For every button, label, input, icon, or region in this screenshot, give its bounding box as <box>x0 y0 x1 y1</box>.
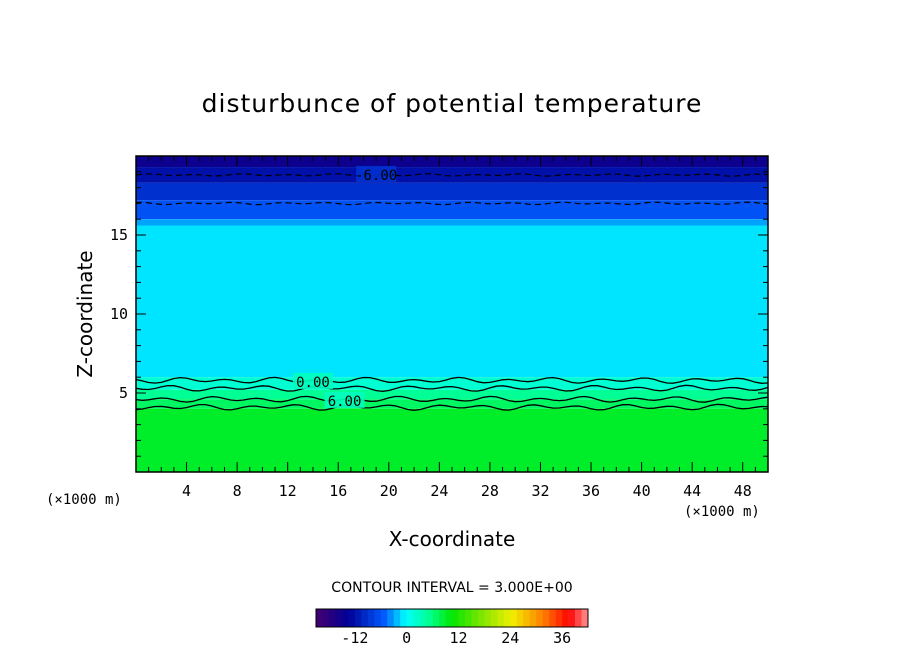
x-tick-label: 48 <box>734 482 752 500</box>
contour-lines: -6.00 0.00 6.00 <box>135 165 769 411</box>
x-tick-label: 12 <box>279 482 297 500</box>
chart-title: disturbunce of potential temperature <box>202 89 703 118</box>
colorbar-swatch <box>322 609 330 627</box>
colorbar-swatch <box>452 609 459 627</box>
field-band <box>136 219 768 226</box>
colorbar-swatch <box>419 609 427 627</box>
colorbar-swatch <box>562 609 569 627</box>
x-tick-label: 28 <box>481 482 499 500</box>
colorbar-swatch <box>581 609 589 627</box>
colorbar-swatch <box>490 609 498 627</box>
x-tick-label: 40 <box>633 482 651 500</box>
colorbar-swatch <box>529 609 537 627</box>
contour-line <box>136 201 769 206</box>
colorbar-swatch <box>426 609 433 627</box>
contour-label-bg <box>292 372 333 389</box>
colorbar-tick-label: 0 <box>402 629 411 647</box>
x-tick-label: 20 <box>380 482 398 500</box>
colorbar-swatch <box>341 609 349 627</box>
contour-interval-label: CONTOUR INTERVAL = 3.000E+00 <box>331 580 572 596</box>
colorbar-tick-label: 36 <box>553 629 571 647</box>
field-band <box>136 200 768 220</box>
colorbar-swatch <box>406 609 414 627</box>
colorbar-swatch <box>542 609 550 627</box>
colorbar-swatch <box>464 609 472 627</box>
contour-line <box>135 384 769 392</box>
y-tick-label: 5 <box>119 384 128 402</box>
y-tick-label: 15 <box>110 226 128 244</box>
colorbar-swatch <box>503 609 511 627</box>
colorbar-swatch <box>549 609 556 627</box>
colorbar-swatch <box>536 609 543 627</box>
colorbar-swatch <box>445 609 453 627</box>
colorbar-swatch <box>432 609 440 627</box>
colorbar-swatch <box>374 609 382 627</box>
field-band <box>136 408 768 472</box>
colorbar-swatch <box>510 609 518 627</box>
colorbar-tick-label: 12 <box>449 629 467 647</box>
colorbar: -12 0 12 24 36 <box>315 608 589 647</box>
contour-line <box>135 376 769 384</box>
y-axis-label: Z-coordinate <box>73 250 97 377</box>
x-tick-label: 24 <box>430 482 448 500</box>
contour-line <box>135 173 769 177</box>
x-tick-label: 8 <box>233 482 242 500</box>
x-tick-label: 32 <box>531 482 549 500</box>
colorbar-swatch <box>335 609 343 627</box>
y-tick-label: 10 <box>110 305 128 323</box>
field-band <box>136 225 768 378</box>
colorbar-swatch <box>393 609 401 627</box>
x-tick-label: 36 <box>582 482 600 500</box>
colorbar-swatch <box>497 609 505 627</box>
contour-line <box>135 395 769 403</box>
colorbar-swatch <box>354 609 362 627</box>
contour-label-bg <box>324 391 365 408</box>
contour-line <box>135 403 769 411</box>
x-axis-label: X-coordinate <box>389 527 516 551</box>
colorbar-swatch <box>516 609 524 627</box>
colorbar-swatch <box>387 609 395 627</box>
colorbar-swatch <box>471 609 479 627</box>
contour-label-bg <box>356 165 397 182</box>
field-band <box>136 182 768 201</box>
contour-label: 6.00 <box>328 394 362 410</box>
colorbar-swatch <box>555 609 563 627</box>
colorbar-swatch <box>568 609 576 627</box>
filled-contour-field <box>136 156 768 472</box>
colorbar-swatch <box>380 609 388 627</box>
field-band <box>136 399 768 409</box>
x-tick-label: 44 <box>683 482 701 500</box>
colorbar-swatch <box>523 609 531 627</box>
colorbar-swatch <box>400 609 407 627</box>
colorbar-tick-label: 24 <box>501 629 519 647</box>
colorbar-frame <box>315 608 589 628</box>
x-unit-label: (×1000 m) <box>684 504 760 520</box>
colorbar-swatch <box>413 609 420 627</box>
colorbar-swatch <box>458 609 466 627</box>
colorbar-swatch <box>361 609 369 627</box>
colorbar-swatch <box>328 609 336 627</box>
contour-label: -6.00 <box>355 168 397 184</box>
colorbar-swatch <box>575 609 582 627</box>
colorbar-swatch <box>367 609 375 627</box>
contour-label: 0.00 <box>296 375 330 391</box>
field-band <box>136 389 768 400</box>
y-unit-label: (×1000 m) <box>46 492 122 508</box>
colorbar-swatch <box>316 609 323 627</box>
colorbar-swatch <box>477 609 485 627</box>
x-tick-label: 4 <box>182 482 191 500</box>
colorbar-swatch <box>348 609 356 627</box>
colorbar-tick-label: -12 <box>341 629 368 647</box>
field-band <box>136 156 768 168</box>
x-tick-label: 16 <box>329 482 347 500</box>
field-band <box>136 167 768 183</box>
colorbar-swatch <box>484 609 492 627</box>
colorbar-swatch <box>439 609 446 627</box>
